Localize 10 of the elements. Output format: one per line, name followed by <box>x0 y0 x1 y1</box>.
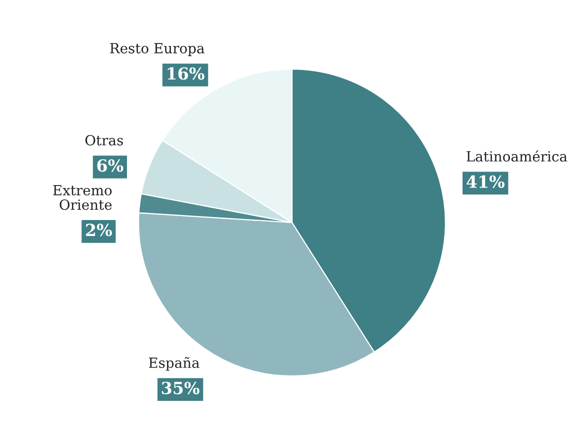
data-label: 2% <box>86 224 112 236</box>
data-label: 41% <box>466 175 504 188</box>
slice-label: Otras <box>85 134 123 146</box>
legend-label: Extremo Oriente <box>53 185 112 210</box>
data-label: 6% <box>97 159 124 172</box>
slice-label: España <box>148 357 200 371</box>
data-label: 16% <box>168 67 204 80</box>
slice-label: Latinoamérica <box>466 150 568 162</box>
slice-label: Resto Europa <box>110 43 204 56</box>
data-label: 35% <box>162 382 200 394</box>
